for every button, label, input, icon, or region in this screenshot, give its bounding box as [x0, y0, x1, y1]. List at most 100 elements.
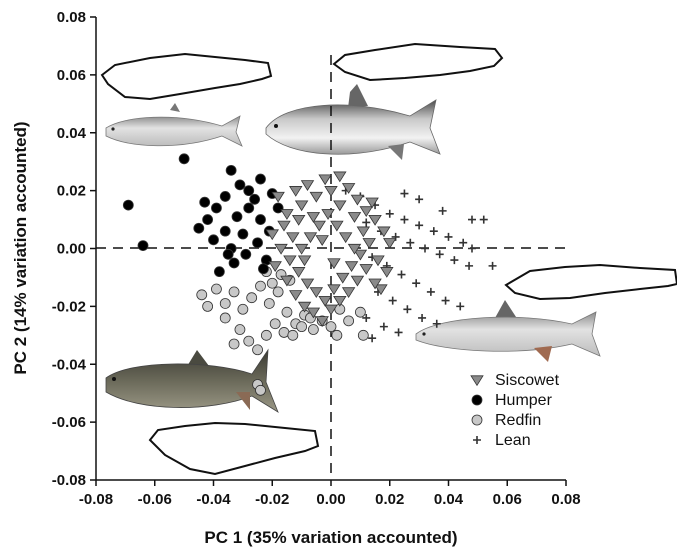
data-point-lean — [450, 256, 459, 265]
data-point-humper — [199, 196, 211, 208]
data-point-siscowet — [383, 238, 397, 249]
x-tick-label: -0.06 — [138, 491, 172, 508]
data-point-redfin — [354, 306, 366, 318]
data-point-lean — [468, 244, 476, 253]
data-point-lean — [456, 302, 465, 311]
data-point-siscowet — [274, 243, 288, 255]
data-point-lean — [432, 319, 441, 328]
x-tick-label: 0.04 — [434, 491, 464, 508]
data-point-siscowet — [368, 214, 382, 226]
data-point-siscowet — [330, 220, 344, 232]
data-point-siscowet — [321, 209, 335, 220]
data-point-siscowet — [289, 290, 303, 301]
data-point-siscowet — [347, 243, 362, 255]
shape-outline-siscowet — [332, 42, 504, 82]
data-point-lean — [429, 227, 438, 236]
data-point-siscowet — [380, 267, 394, 278]
legend-label-humper: Humper — [495, 392, 553, 409]
data-point-lean — [403, 305, 412, 314]
data-point-siscowet — [374, 284, 388, 296]
data-point-lean — [415, 221, 424, 230]
data-point-humper — [234, 179, 246, 191]
x-tick-label: 0.08 — [551, 491, 580, 508]
data-point-humper — [211, 202, 222, 214]
data-point-redfin — [196, 289, 208, 301]
data-point-siscowet — [338, 232, 353, 244]
data-point-lean — [385, 209, 394, 218]
data-point-lean — [444, 232, 453, 241]
x-tick-label: -0.04 — [196, 491, 231, 508]
series-siscowet — [265, 171, 397, 327]
data-point-humper — [237, 228, 249, 240]
data-point-redfin — [243, 335, 255, 347]
data-point-redfin — [287, 329, 299, 341]
y-tick-label: -0.02 — [52, 298, 86, 315]
data-point-siscowet — [280, 275, 294, 287]
data-point-humper — [222, 248, 234, 260]
data-point-redfin — [269, 318, 281, 330]
data-point-humper — [255, 173, 266, 185]
legend-marker-humper — [471, 394, 483, 406]
data-point-lean — [400, 215, 409, 224]
data-point-humper — [228, 257, 240, 269]
data-point-siscowet — [277, 220, 291, 232]
legend-marker-redfin — [471, 414, 483, 426]
data-point-siscowet — [297, 255, 312, 267]
data-point-redfin — [255, 384, 266, 396]
data-point-siscowet — [359, 206, 373, 218]
data-point-humper — [225, 164, 237, 176]
y-tick-label: 0.04 — [57, 125, 87, 142]
data-point-redfin — [357, 329, 369, 341]
shape-outline-lean — [504, 263, 677, 301]
data-point-siscowet — [315, 316, 329, 327]
y-tick-label: 0.02 — [57, 183, 86, 200]
x-tick-label: 0.06 — [493, 491, 522, 508]
data-point-siscowet — [368, 278, 382, 290]
y-axis-title: PC 2 (14% variation accounted) — [11, 121, 30, 374]
data-point-lean — [400, 189, 409, 198]
data-point-siscowet — [286, 232, 300, 244]
fish-illustration-siscowet — [265, 84, 441, 160]
data-point-redfin — [234, 324, 246, 335]
data-point-redfin — [296, 321, 308, 333]
data-point-redfin — [219, 312, 231, 324]
data-point-siscowet — [315, 235, 329, 246]
data-point-siscowet — [300, 180, 315, 191]
data-point-humper — [258, 263, 269, 275]
data-point-redfin — [343, 315, 355, 327]
y-ticks: 0.08 0.06 0.04 0.02 0.00 -0.02 -0.04 -0.06 -0.08 — [52, 9, 96, 489]
legend: Siscowet Humper Redfin Lean — [470, 372, 560, 449]
data-point-lean — [415, 195, 424, 204]
data-point-siscowet — [371, 255, 385, 267]
data-point-siscowet — [271, 191, 285, 203]
data-point-redfin — [228, 286, 240, 298]
y-tick-label: 0.08 — [57, 9, 86, 26]
data-point-lean — [438, 206, 447, 215]
data-point-humper — [122, 199, 134, 211]
data-point-lean — [391, 232, 400, 241]
data-point-siscowet — [297, 301, 312, 313]
data-point-humper — [252, 237, 263, 249]
y-tick-label: -0.04 — [52, 356, 87, 373]
data-point-humper — [219, 225, 231, 237]
shape-outline-redfin — [148, 421, 320, 476]
data-point-lean — [388, 296, 397, 305]
legend-label-lean: Lean — [495, 432, 531, 449]
data-point-humper — [219, 191, 231, 202]
data-point-lean — [394, 328, 403, 337]
data-point-lean — [406, 238, 415, 247]
data-point-lean — [468, 215, 476, 224]
x-tick-label: 0.02 — [375, 491, 404, 508]
data-point-lean — [459, 238, 468, 247]
data-point-siscowet — [341, 183, 356, 194]
data-point-redfin — [237, 303, 249, 315]
data-point-humper — [231, 211, 243, 223]
data-point-siscowet — [353, 249, 368, 261]
data-point-siscowet — [362, 238, 376, 249]
x-tick-label: -0.02 — [255, 491, 289, 508]
data-point-siscowet — [294, 243, 309, 255]
data-point-siscowet — [312, 220, 326, 232]
legend-label-redfin: Redfin — [495, 412, 541, 429]
data-point-lean — [426, 287, 435, 296]
